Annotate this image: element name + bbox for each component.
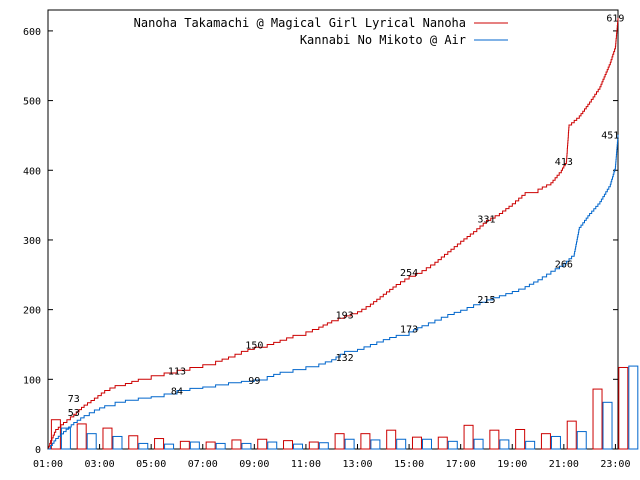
hourly-bar-series-2 xyxy=(499,439,510,450)
series-lines xyxy=(48,17,619,450)
x-axis: 01:00 03:00 05:00 07:00 09:00 11:00 13:00 15:00… xyxy=(33,444,630,470)
y-tick-label: 600 xyxy=(23,27,41,38)
x-tick-label: 09:00 xyxy=(239,459,269,470)
hourly-bar-series-1 xyxy=(257,438,268,450)
hourly-bar-series-2 xyxy=(421,438,432,450)
series-line-1 xyxy=(48,17,619,450)
hourly-bar-series-2 xyxy=(344,438,355,450)
hourly-bar-series-2 xyxy=(318,442,329,450)
point-label-series-2: 451 xyxy=(601,131,619,142)
x-tick-label: 21:00 xyxy=(549,459,579,470)
legend-label-series-2: Kannabi No Mikoto @ Air xyxy=(300,33,466,47)
series-line-2 xyxy=(48,134,619,450)
plot-frame xyxy=(47,9,619,450)
x-tick-label: 13:00 xyxy=(342,459,372,470)
hourly-bar-series-2 xyxy=(267,441,278,450)
x-tick-label: 23:00 xyxy=(600,459,630,470)
point-label-series-1: 254 xyxy=(400,268,418,279)
hourly-bar-series-2 xyxy=(293,443,304,450)
hourly-bar-series-1 xyxy=(128,435,139,450)
legend-label-series-1: Nanoha Takamachi @ Magical Girl Lyrical … xyxy=(134,16,466,30)
x-tick-label: 01:00 xyxy=(33,459,63,470)
point-label-series-2: 215 xyxy=(477,295,495,306)
hourly-bar-series-1 xyxy=(489,429,500,450)
hourly-bar-series-2 xyxy=(112,435,123,450)
hourly-bar-series-2 xyxy=(60,427,71,450)
hourly-bar-series-1 xyxy=(154,438,165,450)
point-label-series-1: 331 xyxy=(477,214,495,225)
hourly-bar-series-2 xyxy=(164,443,175,450)
hourly-bar-series-2 xyxy=(86,433,97,450)
hourly-bar-series-2 xyxy=(241,442,252,450)
point-label-series-2: 132 xyxy=(336,353,354,364)
y-tick-label: 500 xyxy=(23,97,41,108)
hourly-bar-series-1 xyxy=(360,433,371,450)
hourly-bar-series-1 xyxy=(618,366,629,450)
y-tick-label: 400 xyxy=(23,166,41,177)
point-label-series-2: 99 xyxy=(248,376,260,387)
hourly-bar-series-2 xyxy=(215,442,226,450)
hourly-bar-series-1 xyxy=(179,440,190,450)
hourly-bar-series-1 xyxy=(566,420,577,450)
hourly-bar-series-2 xyxy=(628,365,639,450)
point-label-series-1: 150 xyxy=(245,340,263,351)
hourly-bar-series-1 xyxy=(386,429,397,450)
hourly-bar-series-2 xyxy=(525,440,536,450)
point-labels: 73 113 150 193 254 331 413 619 53 84 99 132 173 215 26… xyxy=(68,14,625,419)
hourly-bars xyxy=(50,365,639,450)
point-label-series-2: 173 xyxy=(400,324,418,335)
hourly-bar-series-1 xyxy=(411,436,422,450)
y-tick-label: 200 xyxy=(23,306,41,317)
legend: Nanoha Takamachi @ Magical Girl Lyrical … xyxy=(134,16,508,47)
hourly-bar-series-2 xyxy=(396,438,407,450)
hourly-bar-series-2 xyxy=(370,439,381,450)
hourly-bar-series-1 xyxy=(283,440,294,450)
hourly-bar-series-2 xyxy=(447,440,458,450)
y-tick-label: 0 xyxy=(35,445,41,456)
hourly-bar-series-2 xyxy=(576,431,587,450)
point-label-series-1: 193 xyxy=(336,311,354,322)
hourly-bar-series-1 xyxy=(463,424,474,450)
hourly-bar-series-1 xyxy=(102,427,113,450)
x-tick-label: 11:00 xyxy=(291,459,321,470)
point-label-series-1: 619 xyxy=(606,14,624,25)
hourly-bar-series-1 xyxy=(437,436,448,450)
hourly-bar-series-1 xyxy=(592,388,603,450)
y-tick-label: 100 xyxy=(23,375,41,386)
hourly-bar-series-1 xyxy=(515,428,526,450)
x-tick-label: 17:00 xyxy=(446,459,476,470)
y-axis: 0 100 200 300 400 500 600 xyxy=(23,27,618,456)
hourly-bar-series-2 xyxy=(138,442,149,450)
x-tick-label: 03:00 xyxy=(85,459,115,470)
hourly-bar-series-2 xyxy=(602,401,613,450)
hourly-bar-series-1 xyxy=(205,441,216,450)
hourly-bar-series-1 xyxy=(308,441,319,450)
hourly-bar-series-1 xyxy=(540,433,551,450)
hourly-bar-series-1 xyxy=(50,419,61,450)
y-tick-label: 300 xyxy=(23,236,41,247)
x-tick-label: 05:00 xyxy=(136,459,166,470)
hourly-bar-series-2 xyxy=(550,435,561,450)
hourly-bar-series-1 xyxy=(231,439,242,450)
hourly-bar-series-1 xyxy=(334,433,345,450)
point-label-series-1: 113 xyxy=(168,366,186,377)
x-tick-label: 07:00 xyxy=(188,459,218,470)
point-label-series-2: 53 xyxy=(68,408,80,419)
hourly-bar-series-2 xyxy=(189,441,200,450)
hourly-bar-series-1 xyxy=(76,423,87,450)
point-label-series-2: 84 xyxy=(171,386,183,397)
point-label-series-2: 266 xyxy=(555,260,573,271)
x-tick-label: 19:00 xyxy=(497,459,527,470)
hourly-bar-series-2 xyxy=(473,438,484,450)
point-label-series-1: 73 xyxy=(68,394,80,405)
x-tick-label: 15:00 xyxy=(394,459,424,470)
point-label-series-1: 413 xyxy=(555,157,573,168)
